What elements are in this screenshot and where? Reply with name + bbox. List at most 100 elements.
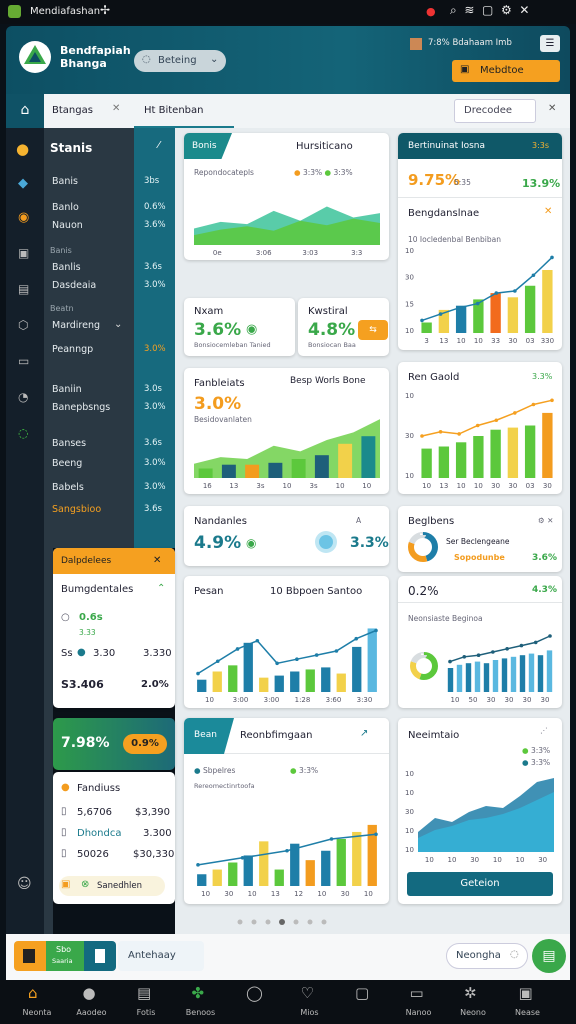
side-title: Stanis [50,141,93,155]
line-point [494,291,499,295]
card: Pesan 10 Bbpoen Santoo 10 3:00 3:00 1:28 3:6… [184,576,389,708]
panel-button[interactable] [59,876,165,896]
x-label: 30 [487,696,496,704]
toggle[interactable]: ● [77,647,86,658]
card-label: Besp Worls Bone [290,376,366,386]
row-value: 3.300 [143,828,172,839]
rail-icon[interactable]: ◆ [18,176,28,191]
rail-icon[interactable]: ◌ [18,426,29,440]
action-button[interactable]: ▣ Mebdtoe [452,60,560,82]
rail-icon[interactable]: ▣ [18,246,30,260]
side-item: Beatn [50,304,74,313]
row-icon: ⊗ [81,879,90,890]
x-label: 10 [474,337,483,345]
tab-close[interactable]: ✕ [112,103,121,114]
x-label: 10 [457,482,466,490]
y-label: 10 [405,327,414,335]
x-label: 30 [470,856,479,864]
bar [421,322,432,333]
x-label: 03 [526,482,535,490]
selector[interactable]: ◌ Beteing ⌄ [134,50,226,72]
bar [290,671,300,692]
rail-icon[interactable]: ☺ [17,876,32,892]
tab-right-close[interactable]: ✕ [548,103,557,114]
x-label: 10 [283,482,292,490]
x-label: 10 [364,890,373,898]
header-status: 7:8% Bdahaam Imb [428,38,512,48]
rail-icon[interactable]: ◔ [18,390,29,404]
bar [438,309,450,333]
caret[interactable]: ⌃ [157,583,166,594]
x-label: 10 [205,696,214,704]
badge: 0.9% [123,734,167,754]
sub-label: Sopodunbe [454,553,505,562]
donut-segment [408,532,438,562]
metric: 7.98% [61,735,110,751]
side-value: 3.0% [144,280,166,290]
line-point [513,411,517,415]
card: 0.2% 4.3% Neonsiaste Beginoa 10 50 30 30 30 3… [398,576,562,708]
panel-close[interactable]: ✕ [153,555,162,566]
bar [338,443,353,478]
x-label: 12 [294,890,303,898]
radio[interactable]: ○ [61,612,70,623]
nav-icon: ▢ [355,984,370,1002]
panel: 7.98% 0.9% [53,718,175,770]
line-point [475,423,480,428]
bar [483,663,490,692]
bar [447,668,454,692]
tool-button[interactable] [46,941,84,971]
metric-change: 4.3% [532,585,557,595]
search-field[interactable] [118,941,204,971]
metric: 0.2% [408,584,439,598]
line-point [491,650,495,654]
row-value: $30,330 [133,849,175,860]
header: Bendfapiah Bhanga ◌ Beteing ⌄ 7:8% Bdaha… [6,26,570,94]
card-button[interactable]: Geteion [407,872,553,896]
select[interactable] [446,943,528,969]
nav-label: Fotis [136,1008,156,1017]
y-label: 10 [405,247,414,255]
x-label: 3:06 [256,249,272,257]
row-icon: ▯ [61,827,67,838]
rail-icon[interactable]: ⬡ [18,318,29,332]
line-point [475,301,480,306]
line-point [519,643,524,648]
x-label: 10 [362,482,371,490]
rail-icon[interactable]: ◉ [18,210,30,225]
legend-label: 3:3% [530,746,551,755]
edit-icon[interactable]: ⁄ [158,140,160,151]
line-point [295,657,299,661]
line-point [314,653,319,657]
fab[interactable]: ▤ [532,939,566,973]
pager [236,918,346,926]
bar [507,427,519,478]
bar [290,843,300,886]
menu-button[interactable]: ☰ [540,35,560,52]
x-label: 30 [508,337,517,345]
chart: 10 50 30 30 30 30 [447,634,553,704]
avatar [410,38,422,50]
row-icon: ● [61,782,70,793]
rail-icon[interactable]: ▤ [18,282,30,296]
y-label: 10 [405,827,414,835]
x-label: 13 [271,890,280,898]
rail-icon[interactable]: ● [16,140,30,158]
rail-icon[interactable]: ▭ [18,354,30,368]
line-point [420,434,424,438]
bar [524,285,536,333]
row-label: 3.30 [93,648,116,659]
home-tab[interactable]: ⌂ [6,94,44,128]
more[interactable]: ⋰ [540,726,548,735]
side-value: 3.0% [144,482,166,492]
close-icon[interactable]: ✕ [544,206,553,217]
side-item: Baniin [52,384,82,395]
trend-line [421,399,553,437]
metric: 3.6% [532,553,557,563]
y-label: 10 [405,392,414,400]
panel-title: Dalpdelees [61,556,112,566]
tab-left[interactable]: Btangas [52,105,93,116]
tab-active[interactable] [134,94,234,128]
chart: 10 10 30 10 10 10 10 30 10 10 30 [405,770,554,864]
tab-right[interactable] [454,99,536,123]
